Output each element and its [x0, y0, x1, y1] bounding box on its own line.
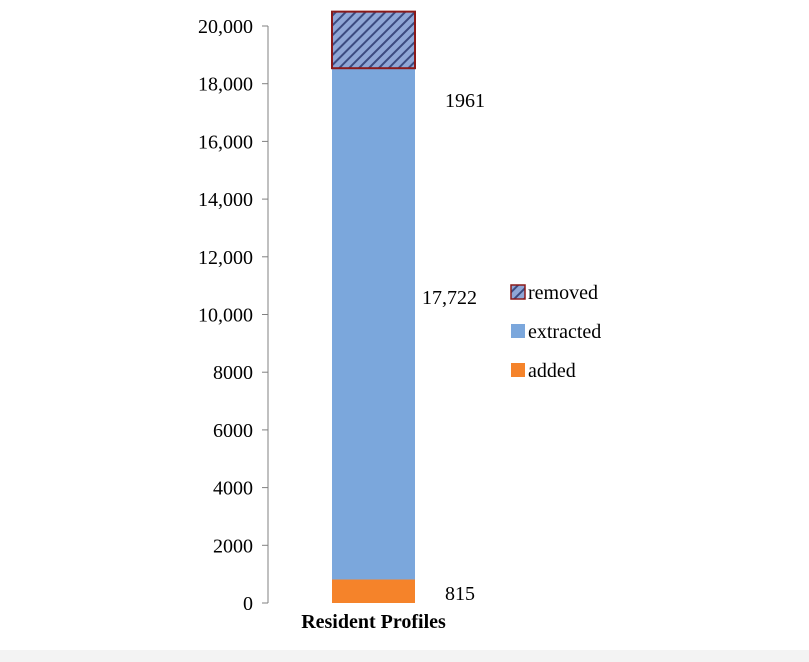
y-tick-label: 12,000 [198, 247, 253, 269]
y-tick-label: 4000 [213, 478, 253, 500]
bottom-strip [0, 650, 809, 662]
y-tick-label: 6000 [213, 420, 253, 442]
legend-label-added: added [528, 360, 576, 382]
y-tick-label: 10,000 [198, 305, 253, 327]
y-axis-ticks: 0 2000 4000 6000 8000 10,000 12,000 14,000 16,00… [198, 16, 268, 615]
data-label-added: 815 [445, 583, 475, 605]
y-tick-label: 8000 [213, 362, 253, 384]
x-category-label: Resident Profiles [301, 611, 446, 633]
legend: removed extracted added [510, 282, 601, 382]
y-tick-label: 16,000 [198, 131, 253, 153]
y-tick-label: 2000 [213, 535, 253, 557]
bar-segment-extracted [332, 68, 415, 580]
legend-swatch-added [511, 363, 525, 377]
data-label-removed: 1961 [445, 90, 485, 112]
legend-label-removed: removed [528, 282, 598, 304]
legend-swatch-extracted [511, 324, 525, 338]
y-tick-label: 14,000 [198, 189, 253, 211]
data-label-extracted: 17,722 [422, 287, 477, 309]
y-tick-label: 0 [243, 593, 253, 615]
legend-label-extracted: extracted [528, 321, 601, 343]
data-labels: 815 17,722 1961 [422, 90, 485, 605]
bar-segment-added [332, 579, 415, 603]
bar-segment-removed [331, 10, 416, 70]
legend-swatch-removed [510, 284, 526, 300]
y-tick-label: 18,000 [198, 74, 253, 96]
x-axis-labels: Resident Profiles [301, 611, 446, 633]
y-tick-label: 20,000 [198, 16, 253, 38]
stacked-bar [331, 10, 416, 603]
